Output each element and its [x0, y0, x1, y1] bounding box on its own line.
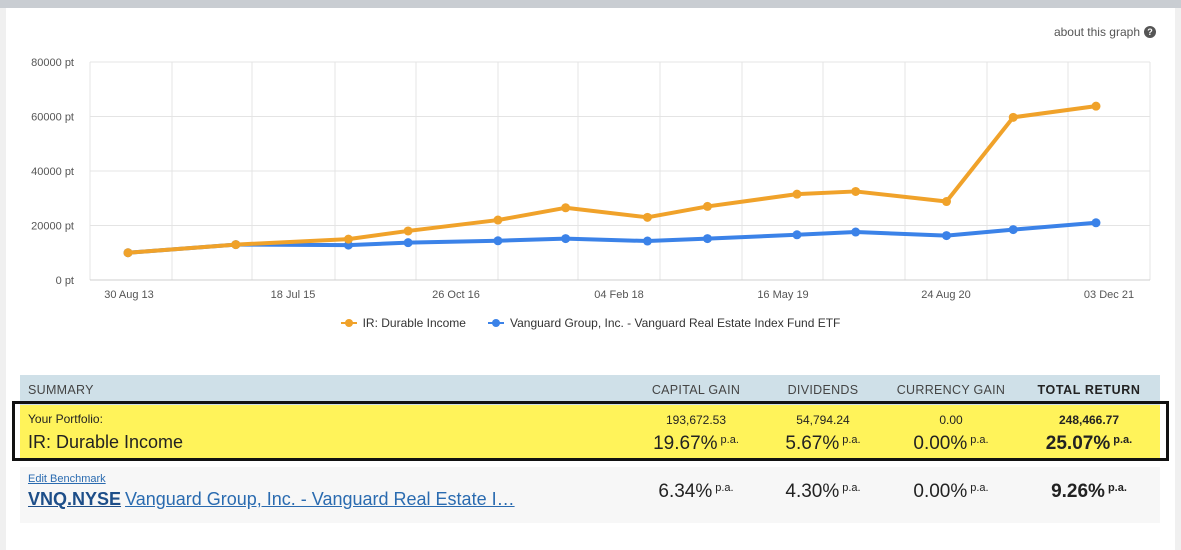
data-point-portfolio	[642, 212, 652, 222]
pa-label: p.a.	[970, 434, 989, 446]
portfolio-currency-gain-pct: 0.00%	[913, 433, 968, 454]
benchmark-capital-gain-pct: 6.34%	[658, 481, 713, 502]
about-graph-label: about this graph	[1053, 25, 1140, 39]
summary-table: SUMMARY CAPITAL GAIN DIVIDENDS CURRENCY …	[12, 375, 1169, 523]
portfolio-label: Your Portfolio:	[28, 412, 103, 426]
series-line-benchmark	[126, 220, 1098, 255]
pa-label: p.a.	[720, 434, 739, 446]
x-tick-label: 04 Feb 18	[594, 289, 644, 301]
pa-label: p.a.	[1107, 482, 1127, 494]
data-point-benchmark	[1008, 225, 1018, 235]
data-point-portfolio	[561, 203, 571, 213]
data-point-benchmark	[941, 231, 951, 241]
benchmark-row: Edit Benchmark VNQ.NYSE Vanguard Group, I…	[20, 467, 1160, 523]
pa-label: p.a.	[715, 482, 734, 494]
header-dividends: DIVIDENDS	[787, 383, 859, 397]
series-line-portfolio	[126, 104, 1098, 255]
data-point-portfolio	[1008, 112, 1018, 122]
data-point-portfolio	[403, 226, 413, 236]
x-tick-label: 03 Dec 21	[1084, 289, 1134, 301]
data-point-benchmark	[702, 234, 712, 244]
portfolio-row: Your Portfolio: IR: Durable Income 193,6…	[12, 401, 1169, 461]
y-tick-label: 40000 pt	[31, 166, 74, 178]
portfolio-capital-gain-pct: 19.67%	[653, 433, 718, 454]
data-point-portfolio	[702, 201, 712, 211]
benchmark-name-link[interactable]: Vanguard Group, Inc. - Vanguard Real Est…	[125, 489, 515, 509]
benchmark-total-return-pct: 9.26%	[1051, 481, 1105, 502]
legend-label-portfolio: IR: Durable Income	[362, 316, 466, 330]
portfolio-total-return-pct: 25.07%	[1045, 433, 1111, 454]
pa-label: p.a.	[842, 482, 861, 494]
data-point-portfolio	[941, 197, 951, 207]
data-point-benchmark	[561, 234, 571, 244]
portfolio-name: IR: Durable Income	[28, 432, 184, 452]
data-point-portfolio	[1091, 101, 1101, 111]
y-tick-label: 20000 pt	[31, 221, 74, 233]
header-summary: SUMMARY	[28, 383, 94, 397]
x-tick-label: 18 Jul 15	[271, 289, 316, 301]
legend-label-benchmark: Vanguard Group, Inc. - Vanguard Real Est…	[509, 316, 841, 330]
benchmark-dividends-pct: 4.30%	[785, 481, 840, 502]
x-tick-label: 16 May 19	[757, 289, 808, 301]
x-tick-label: 26 Oct 16	[432, 289, 480, 301]
data-point-portfolio	[231, 240, 241, 250]
data-point-benchmark	[1091, 218, 1101, 228]
y-tick-label: 80000 pt	[31, 57, 74, 69]
chart-legend: IR: Durable Income Vanguard Group, Inc. …	[0, 316, 1181, 330]
data-point-benchmark	[403, 238, 413, 248]
legend-item-benchmark[interactable]: Vanguard Group, Inc. - Vanguard Real Est…	[487, 316, 841, 330]
benchmark-currency-gain-pct: 0.00%	[913, 481, 968, 502]
data-point-benchmark	[851, 227, 861, 237]
data-point-portfolio	[792, 189, 802, 199]
pa-label: p.a.	[970, 482, 989, 494]
benchmark-ticker-link[interactable]: VNQ.NYSE	[28, 489, 122, 509]
portfolio-currency-gain-amount: 0.00	[939, 413, 963, 427]
y-tick-label: 60000 pt	[31, 112, 74, 124]
data-point-benchmark	[642, 236, 652, 246]
portfolio-dividends-pct: 5.67%	[785, 433, 840, 454]
portfolio-capital-gain-amount: 193,672.53	[665, 413, 727, 427]
data-point-portfolio	[343, 234, 353, 244]
edit-benchmark-link[interactable]: Edit Benchmark	[28, 473, 106, 485]
about-graph-link[interactable]: about this graph ?	[1054, 25, 1156, 39]
data-point-portfolio	[123, 248, 133, 258]
header-capital-gain: CAPITAL GAIN	[651, 383, 741, 397]
pa-label: p.a.	[1113, 434, 1133, 446]
x-tick-label: 30 Aug 13	[104, 289, 154, 301]
header-currency-gain: CURRENCY GAIN	[896, 383, 1006, 397]
legend-item-portfolio[interactable]: IR: Durable Income	[340, 316, 466, 330]
data-point-portfolio	[493, 215, 503, 225]
data-point-benchmark	[493, 236, 503, 246]
performance-chart: 0 pt 20000 pt 40000 pt 60000 pt 80000 pt 30 A…	[31, 57, 1151, 301]
header-total-return: TOTAL RETURN	[1037, 383, 1141, 397]
question-icon: ?	[1144, 26, 1156, 38]
summary-header: SUMMARY CAPITAL GAIN DIVIDENDS CURRENCY …	[20, 375, 1160, 405]
portfolio-dividends-amount: 54,794.24	[796, 413, 850, 427]
pa-label: p.a.	[842, 434, 861, 446]
top-bar	[0, 0, 1181, 8]
data-point-portfolio	[851, 186, 861, 196]
data-point-benchmark	[792, 230, 802, 240]
legend-marker-portfolio	[340, 318, 357, 328]
x-tick-label: 24 Aug 20	[921, 289, 971, 301]
portfolio-total-return-amount: 248,466.77	[1058, 413, 1120, 427]
y-tick-label: 0 pt	[56, 275, 74, 287]
legend-marker-benchmark	[487, 318, 504, 328]
